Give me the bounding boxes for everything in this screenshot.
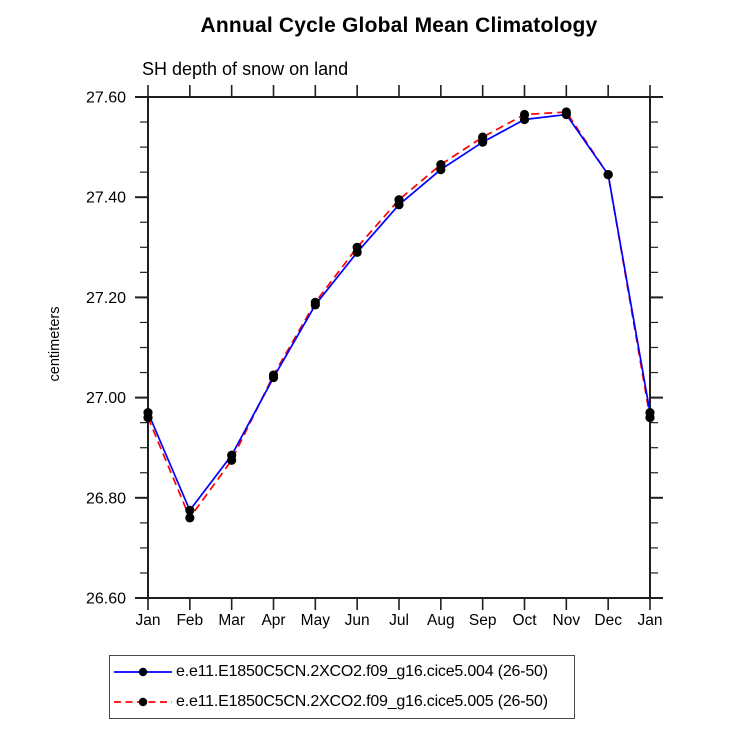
x-tick-label: Nov [553,612,581,629]
series-line-0 [147,113,651,512]
legend-sample-red-dashed-line [114,697,172,707]
marker-dot-series-1 [394,195,404,205]
marker-dot-series-1 [478,132,488,142]
marker-dot-series-1 [603,170,613,180]
x-tick-label: Apr [261,612,285,629]
x-tick-label: Sep [469,612,497,629]
chart-svg: 26.60 26.80 27.00 27.20 27.40 27.60 Jan Feb Mar A… [86,85,663,629]
marker-dot-series-1 [436,160,446,170]
x-tick-label: Dec [594,612,622,629]
x-tick-label: Jan [136,612,161,629]
y-tick-label: 26.60 [86,591,126,608]
marker-dot-series-1 [352,242,362,252]
y-tick-label: 27.40 [86,190,126,207]
y-tick-label: 27.20 [86,290,126,307]
legend-label-series-004: e.e11.E1850C5CN.2XCO2.f09_g16.cice5.004 … [176,663,548,680]
marker-dot-series-1 [519,109,530,120]
chart-title: Annual Cycle Global Mean Climatology [200,14,598,37]
marker-dot-series-1 [310,297,320,308]
x-tick-label: Jan [638,612,663,629]
marker-dot-series-1 [561,107,571,117]
x-tick-label: Jun [345,612,370,629]
legend-marker-dot [138,697,148,707]
legend-sample-blue-solid-line [114,667,172,677]
chart-subtitle: SH depth of snow on land [142,59,349,79]
marker-dot-series-1 [268,370,279,380]
x-tick-label: Aug [427,612,455,629]
y-tick-label: 26.80 [86,490,126,507]
marker-dot-series-1 [143,413,153,423]
legend-row-series-005: e.e11.E1850C5CN.2XCO2.f09_g16.cice5.005 … [113,689,574,715]
legend-box: e.e11.E1850C5CN.2XCO2.f09_g16.cice5.004 … [109,655,575,719]
x-tick-label: Mar [218,612,245,629]
series-line-1 [147,111,651,520]
marker-dot-series-1 [227,455,237,465]
marker-dot-series-1 [645,413,655,423]
plot-border [147,96,651,599]
x-tick-label: May [301,612,331,629]
x-tick-label: Oct [512,612,537,629]
x-tick-label: Jul [389,612,409,629]
marker-dot-series-1 [185,513,195,523]
x-tick-label: Feb [176,612,203,629]
y-tick-label: 27.60 [86,90,126,107]
legend-label-series-005: e.e11.E1850C5CN.2XCO2.f09_g16.cice5.005 … [176,693,548,710]
legend-marker-dot [138,667,148,677]
y-tick-label: 27.00 [86,390,126,407]
marker-dot-series-0 [185,505,195,515]
legend-row-series-004: e.e11.E1850C5CN.2XCO2.f09_g16.cice5.004 … [113,659,574,685]
